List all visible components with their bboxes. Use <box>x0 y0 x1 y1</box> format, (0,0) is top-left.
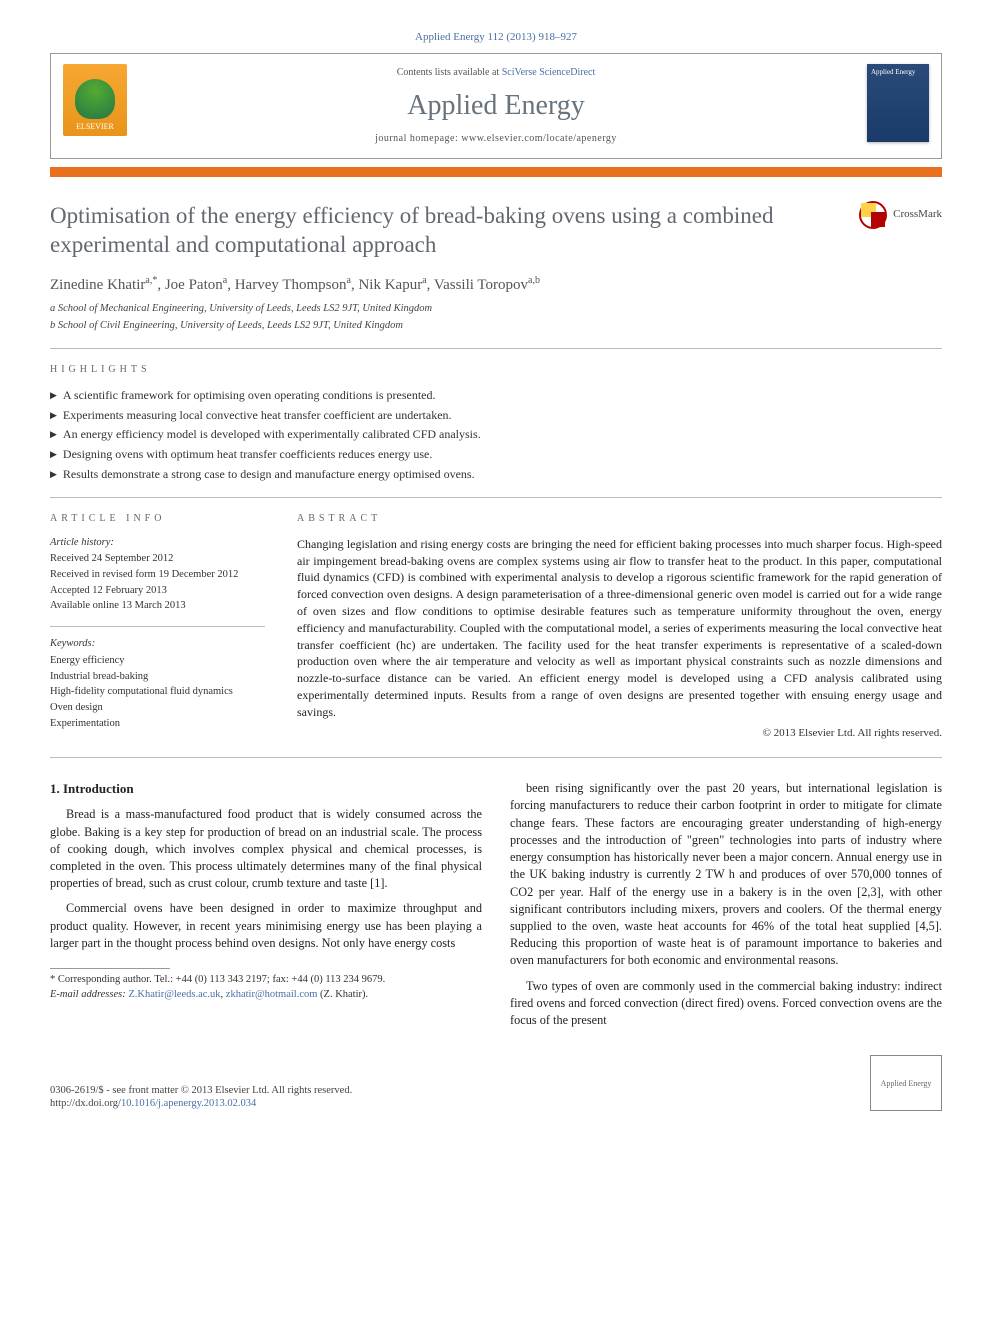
keyword: Energy efficiency <box>50 654 265 669</box>
history-line: Accepted 12 February 2013 <box>50 584 265 599</box>
footnote-rule <box>50 968 170 969</box>
corresponding-author: * Corresponding author. Tel.: +44 (0) 11… <box>50 973 482 1002</box>
journal-header-box: ELSEVIER Applied Energy Contents lists a… <box>50 53 942 158</box>
highlight-item: Results demonstrate a strong case to des… <box>50 466 942 483</box>
orange-divider-bar <box>50 167 942 177</box>
body-paragraph: been rising significantly over the past … <box>510 780 942 969</box>
keyword: High-fidelity computational fluid dynami… <box>50 685 265 700</box>
keyword: Experimentation <box>50 717 265 732</box>
affiliation-a: a School of Mechanical Engineering, Univ… <box>50 302 942 317</box>
elsevier-label: ELSEVIER <box>76 121 114 132</box>
divider <box>50 626 265 627</box>
history-line: Received 24 September 2012 <box>50 552 265 567</box>
corresponding-email-link[interactable]: Z.Khatir@leeds.ac.uk <box>128 989 220 1000</box>
affiliation-b: b School of Civil Engineering, Universit… <box>50 319 942 334</box>
crossmark-icon <box>859 201 887 229</box>
journal-reference: Applied Energy 112 (2013) 918–927 <box>50 30 942 45</box>
journal-mono-thumbnail: Applied Energy <box>870 1055 942 1111</box>
crossmark-label: CrossMark <box>893 207 942 222</box>
journal-cover-thumbnail: Applied Energy <box>867 64 929 142</box>
highlights-heading: HIGHLIGHTS <box>50 363 942 377</box>
keyword: Oven design <box>50 701 265 716</box>
corresponding-email-link[interactable]: zkhatir@hotmail.com <box>226 989 318 1000</box>
history-label: Article history: <box>50 536 265 551</box>
elsevier-tree-icon <box>75 79 115 119</box>
crossmark-badge[interactable]: CrossMark <box>859 201 942 229</box>
highlight-item: A scientific framework for optimising ov… <box>50 387 942 404</box>
keywords-label: Keywords: <box>50 637 265 652</box>
history-line: Available online 13 March 2013 <box>50 599 265 614</box>
highlights-list: A scientific framework for optimising ov… <box>50 387 942 483</box>
article-info-block: ARTICLE INFO Article history: Received 2… <box>50 512 265 744</box>
abstract-block: ABSTRACT Changing legislation and rising… <box>297 512 942 744</box>
authors-line: Zinedine Khatira,*, Joe Patona, Harvey T… <box>50 274 942 296</box>
cover-label: Applied Energy <box>871 68 915 76</box>
body-column-right: been rising significantly over the past … <box>510 780 942 1037</box>
keyword: Industrial bread-baking <box>50 670 265 685</box>
divider <box>50 348 942 349</box>
history-line: Received in revised form 19 December 201… <box>50 568 265 583</box>
highlight-item: Designing ovens with optimum heat transf… <box>50 446 942 463</box>
body-paragraph: Two types of oven are commonly used in t… <box>510 978 942 1030</box>
intro-paragraph: Bread is a mass-manufactured food produc… <box>50 806 482 892</box>
doi-link[interactable]: 10.1016/j.apenergy.2013.02.034 <box>121 1098 256 1109</box>
intro-paragraph: Commercial ovens have been designed in o… <box>50 900 482 952</box>
page-footer: 0306-2619/$ - see front matter © 2013 El… <box>50 1055 942 1111</box>
homepage-line: journal homepage: www.elsevier.com/locat… <box>69 132 923 146</box>
scidirect-link[interactable]: SciVerse ScienceDirect <box>502 67 596 78</box>
journal-name: Applied Energy <box>69 86 923 125</box>
section-heading-intro: 1. Introduction <box>50 780 482 798</box>
article-info-heading: ARTICLE INFO <box>50 512 265 526</box>
affiliations: a School of Mechanical Engineering, Univ… <box>50 302 942 333</box>
divider <box>50 497 942 498</box>
highlight-item: Experiments measuring local convective h… <box>50 407 942 424</box>
highlight-item: An energy efficiency model is developed … <box>50 426 942 443</box>
abstract-copyright: © 2013 Elsevier Ltd. All rights reserved… <box>297 726 942 741</box>
article-title: Optimisation of the energy efficiency of… <box>50 201 859 261</box>
homepage-url[interactable]: www.elsevier.com/locate/apenergy <box>461 133 617 144</box>
divider <box>50 757 942 758</box>
abstract-heading: ABSTRACT <box>297 512 942 526</box>
body-column-left: 1. Introduction Bread is a mass-manufact… <box>50 780 482 1037</box>
contents-lists-line: Contents lists available at SciVerse Sci… <box>69 66 923 80</box>
abstract-text: Changing legislation and rising energy c… <box>297 536 942 721</box>
elsevier-logo: ELSEVIER <box>63 64 127 136</box>
issn-line: 0306-2619/$ - see front matter © 2013 El… <box>50 1084 352 1098</box>
